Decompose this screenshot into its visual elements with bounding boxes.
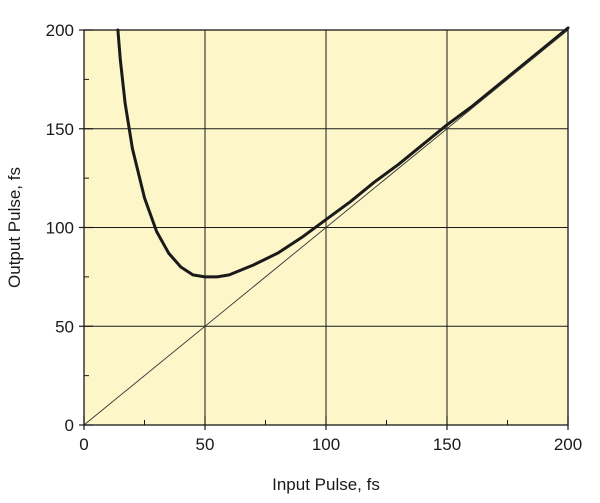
- x-tick-label: 200: [554, 435, 582, 454]
- y-axis-title: Output Pulse, fs: [5, 167, 24, 288]
- y-tick-label: 150: [46, 120, 74, 139]
- x-tick-label: 0: [79, 435, 88, 454]
- x-axis-title: Input Pulse, fs: [272, 475, 380, 494]
- y-tick-label: 0: [65, 416, 74, 435]
- series-group: [83, 26, 570, 426]
- tick-labels: 0 50 100 150 200 0 50 100 150 200: [46, 21, 583, 454]
- reference-diagonal-line: [83, 29, 569, 426]
- x-tick-label: 50: [196, 435, 215, 454]
- y-tick-label: 200: [46, 21, 74, 40]
- y-tick-label: 50: [55, 317, 74, 336]
- x-tick-label: 150: [433, 435, 461, 454]
- plot-frame: [83, 29, 569, 426]
- y-tick-label: 100: [46, 219, 74, 238]
- x-tick-label: 100: [312, 435, 340, 454]
- output-curve-line: [116, 26, 570, 279]
